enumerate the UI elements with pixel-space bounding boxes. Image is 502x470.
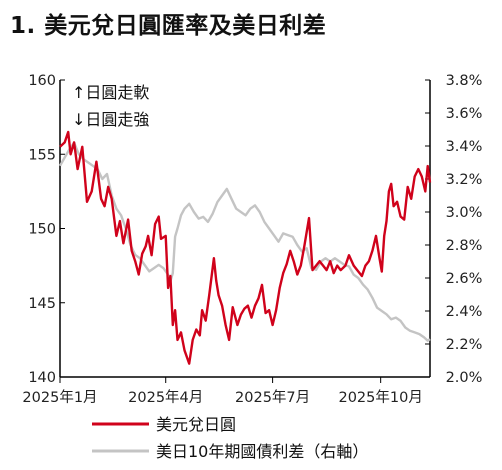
right-tick-label: 3.0% <box>446 205 483 221</box>
series-lines <box>58 130 432 365</box>
right-tick-label: 2.8% <box>446 238 483 254</box>
right-tick-label: 3.2% <box>446 172 483 188</box>
x-tick-label: 2025年10月 <box>338 389 422 406</box>
usdjpy-line <box>59 130 432 365</box>
annotation-yen-weaker: ↑日圓走軟 <box>72 83 149 102</box>
legend-label-spread: 美日10年期國債利差（右軸） <box>156 442 368 461</box>
annotation-yen-stronger: ↓日圓走強 <box>72 110 149 129</box>
x-tick-label: 2025年1月 <box>22 389 97 406</box>
left-tick-label: 140 <box>28 370 56 386</box>
left-tick-label: 155 <box>28 147 56 163</box>
left-tick-label: 160 <box>28 73 56 89</box>
left-tick-label: 145 <box>28 296 56 312</box>
legend-label-usdjpy: 美元兌日圓 <box>156 415 236 434</box>
x-tick-label: 2025年7月 <box>235 389 310 406</box>
right-tick-label: 3.8% <box>446 73 483 89</box>
right-tick-label: 2.2% <box>446 337 483 353</box>
left-tick-label: 150 <box>28 222 56 238</box>
spread-line <box>58 141 431 342</box>
right-tick-label: 2.4% <box>446 304 483 320</box>
right-tick-label: 2.6% <box>446 271 483 287</box>
right-tick-label: 2.0% <box>446 370 483 386</box>
right-tick-label: 3.4% <box>446 139 483 155</box>
chart-title: 1. 美元兌日圓匯率及美日利差 <box>10 13 327 39</box>
left-axis: 140 145 150 155 160 <box>28 73 65 386</box>
annotations: ↑日圓走軟 ↓日圓走強 <box>72 83 149 129</box>
x-tick-label: 2025年4月 <box>128 389 203 406</box>
right-axis: 2.0% 2.2% 2.4% 2.6% 2.8% 3.0% 3.2% 3.4% 3.6% 3.8% <box>425 73 482 386</box>
right-tick-label: 3.6% <box>446 106 483 122</box>
x-axis: 2025年1月 2025年4月 2025年7月 2025年10月 <box>22 377 423 406</box>
